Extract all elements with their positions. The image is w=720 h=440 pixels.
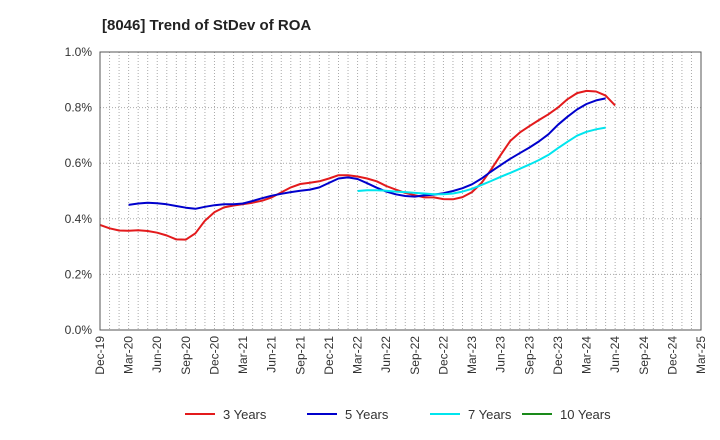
x-tick-label: Mar-23	[465, 336, 479, 374]
x-tick-label: Dec-20	[207, 336, 221, 375]
y-axis: 0.0% 0.2% 0.4% 0.6% 0.8% 1.0%	[65, 45, 93, 337]
x-tick-label: Mar-22	[351, 336, 365, 374]
x-tick-label: Sep-23	[522, 336, 536, 375]
y-tick-label: 0.0%	[65, 323, 93, 337]
x-tick-label: Mar-24	[580, 336, 594, 374]
x-tick-label: Jun-23	[494, 336, 508, 373]
x-tick-label: Dec-24	[665, 336, 679, 375]
legend-label-7-years: 7 Years	[468, 407, 512, 422]
x-tick-label: Dec-23	[551, 336, 565, 375]
x-tick-label: Dec-21	[322, 336, 336, 375]
x-tick-label: Mar-25	[694, 336, 708, 374]
legend-label-10-years: 10 Years	[560, 407, 611, 422]
x-tick-label: Sep-22	[408, 336, 422, 375]
x-tick-label: Sep-21	[293, 336, 307, 375]
chart-title: [8046] Trend of StDev of ROA	[102, 17, 311, 34]
series-line-5-years	[128, 97, 606, 210]
x-axis: Dec-19 Mar-20 Jun-20 Sep-20 Dec-20 Mar-21 Jun-…	[93, 336, 708, 375]
x-tick-label: Jun-22	[379, 336, 393, 373]
series-line-3-years	[99, 89, 616, 241]
x-tick-label: Jun-20	[150, 336, 164, 373]
y-tick-label: 0.4%	[65, 212, 93, 226]
x-tick-label: Jun-21	[265, 336, 279, 373]
x-tick-label: Jun-24	[608, 336, 622, 373]
y-tick-label: 1.0%	[65, 45, 93, 59]
x-tick-label: Sep-20	[179, 336, 193, 375]
x-tick-label: Sep-24	[637, 336, 651, 375]
grid	[100, 52, 701, 330]
x-tick-label: Mar-20	[122, 336, 136, 374]
legend-label-3-years: 3 Years	[223, 407, 267, 422]
legend: 3 Years 5 Years 7 Years 10 Years	[185, 407, 611, 422]
x-tick-label: Dec-19	[93, 336, 107, 375]
y-tick-label: 0.8%	[65, 101, 93, 115]
y-tick-label: 0.6%	[65, 156, 93, 170]
series-lines	[99, 89, 616, 241]
x-tick-label: Dec-22	[436, 336, 450, 375]
plot-border	[99, 51, 702, 331]
series-line-7-years	[357, 126, 606, 196]
x-tick-label: Mar-21	[236, 336, 250, 374]
legend-label-5-years: 5 Years	[345, 407, 389, 422]
y-tick-label: 0.2%	[65, 267, 93, 281]
